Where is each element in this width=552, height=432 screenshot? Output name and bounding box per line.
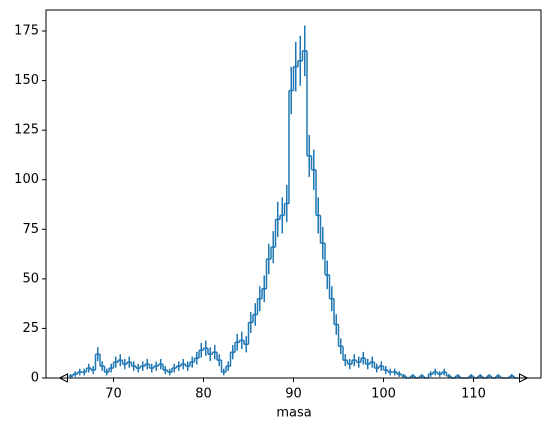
y-tick-label: 175 bbox=[14, 24, 39, 39]
y-tick-label: 75 bbox=[22, 222, 39, 237]
x-tick-label: 90 bbox=[285, 387, 302, 402]
y-tick-label: 150 bbox=[14, 73, 39, 88]
y-tick-label: 50 bbox=[22, 271, 39, 286]
x-axis-label: masa bbox=[276, 406, 311, 421]
plot-frame bbox=[45, 9, 542, 379]
x-tick-label: 70 bbox=[105, 387, 122, 402]
x-tick-label: 100 bbox=[371, 387, 396, 402]
x-tick-label: 110 bbox=[461, 387, 486, 402]
x-tick-label: 80 bbox=[195, 387, 212, 402]
y-tick-label: 25 bbox=[22, 321, 39, 336]
y-tick-label: 0 bbox=[31, 371, 39, 386]
y-tick-label: 125 bbox=[14, 123, 39, 138]
y-tick-label: 100 bbox=[14, 172, 39, 187]
